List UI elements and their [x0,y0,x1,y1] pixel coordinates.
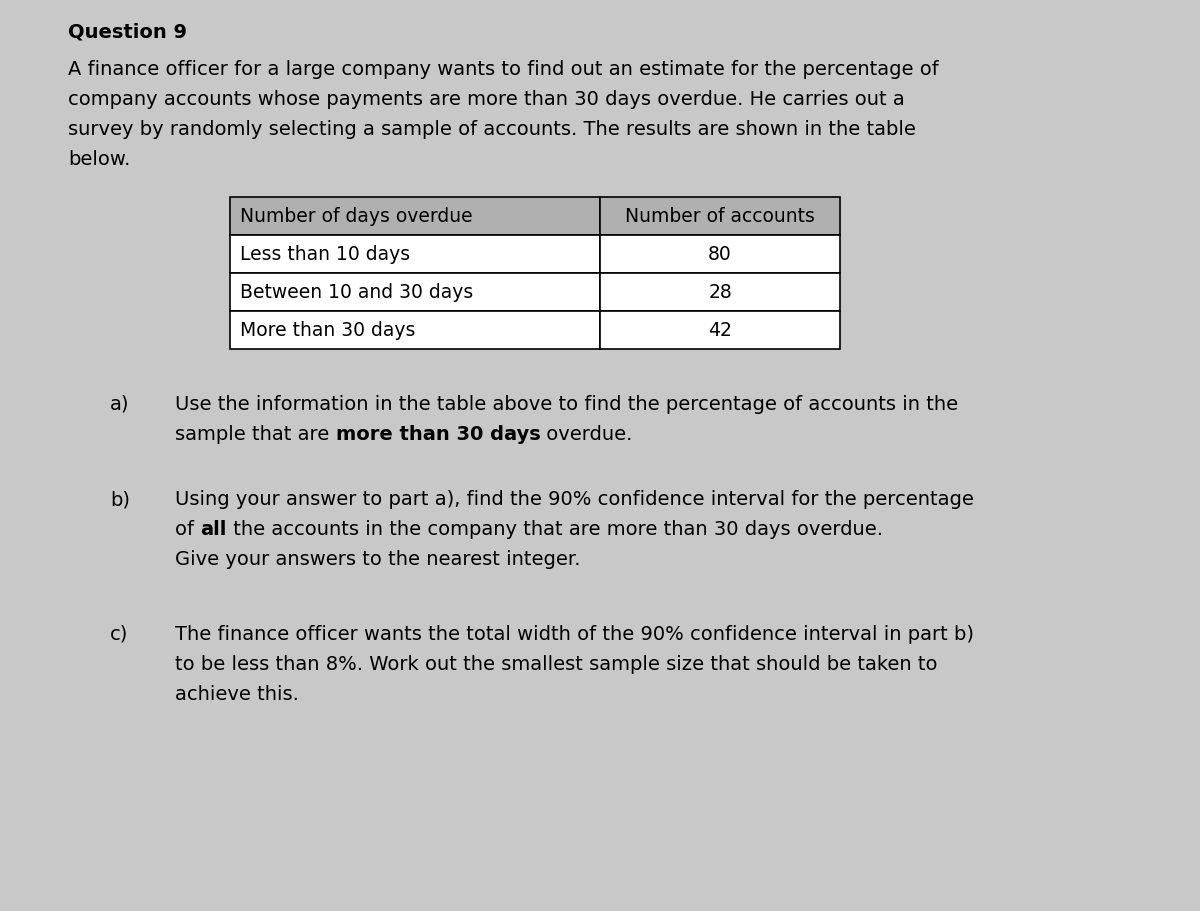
Text: company accounts whose payments are more than 30 days overdue. He carries out a: company accounts whose payments are more… [68,90,905,109]
Text: Between 10 and 30 days: Between 10 and 30 days [240,283,473,302]
Bar [230,273,600,312]
Text: of: of [175,519,200,538]
Text: Less than 10 days: Less than 10 days [240,245,410,264]
Bar [230,236,600,273]
Text: Give your answers to the nearest integer.: Give your answers to the nearest integer… [175,549,581,568]
Text: The finance officer wants the total width of the 90% confidence interval in part: The finance officer wants the total widt… [175,624,974,643]
Text: all: all [200,519,227,538]
Text: 28: 28 [708,283,732,302]
Bar [600,198,840,236]
Text: more than 30 days: more than 30 days [336,425,540,444]
Text: overdue.: overdue. [540,425,632,444]
Text: Using your answer to part a), find the 90% confidence interval for the percentag: Using your answer to part a), find the 9… [175,489,974,508]
Text: the accounts in the company that are more than 30 days overdue.: the accounts in the company that are mor… [227,519,883,538]
Text: sample that are: sample that are [175,425,336,444]
Text: Number of accounts: Number of accounts [625,208,815,226]
Text: More than 30 days: More than 30 days [240,322,415,340]
Bar [600,312,840,350]
Text: c): c) [110,624,128,643]
Text: b): b) [110,489,130,508]
Text: survey by randomly selecting a sample of accounts. The results are shown in the : survey by randomly selecting a sample of… [68,120,916,138]
Bar [230,198,600,236]
Bar [600,273,840,312]
Text: to be less than 8%. Work out the smallest sample size that should be taken to: to be less than 8%. Work out the smalles… [175,654,937,673]
Text: a): a) [110,394,130,414]
Text: 80: 80 [708,245,732,264]
Text: A finance officer for a large company wants to find out an estimate for the perc: A finance officer for a large company wa… [68,60,938,79]
Bar [600,236,840,273]
Text: achieve this.: achieve this. [175,684,299,703]
Text: 42: 42 [708,322,732,340]
Text: Question 9: Question 9 [68,22,187,41]
Text: Number of days overdue: Number of days overdue [240,208,473,226]
Bar [230,312,600,350]
Text: below.: below. [68,149,131,169]
Text: Use the information in the table above to find the percentage of accounts in the: Use the information in the table above t… [175,394,958,414]
